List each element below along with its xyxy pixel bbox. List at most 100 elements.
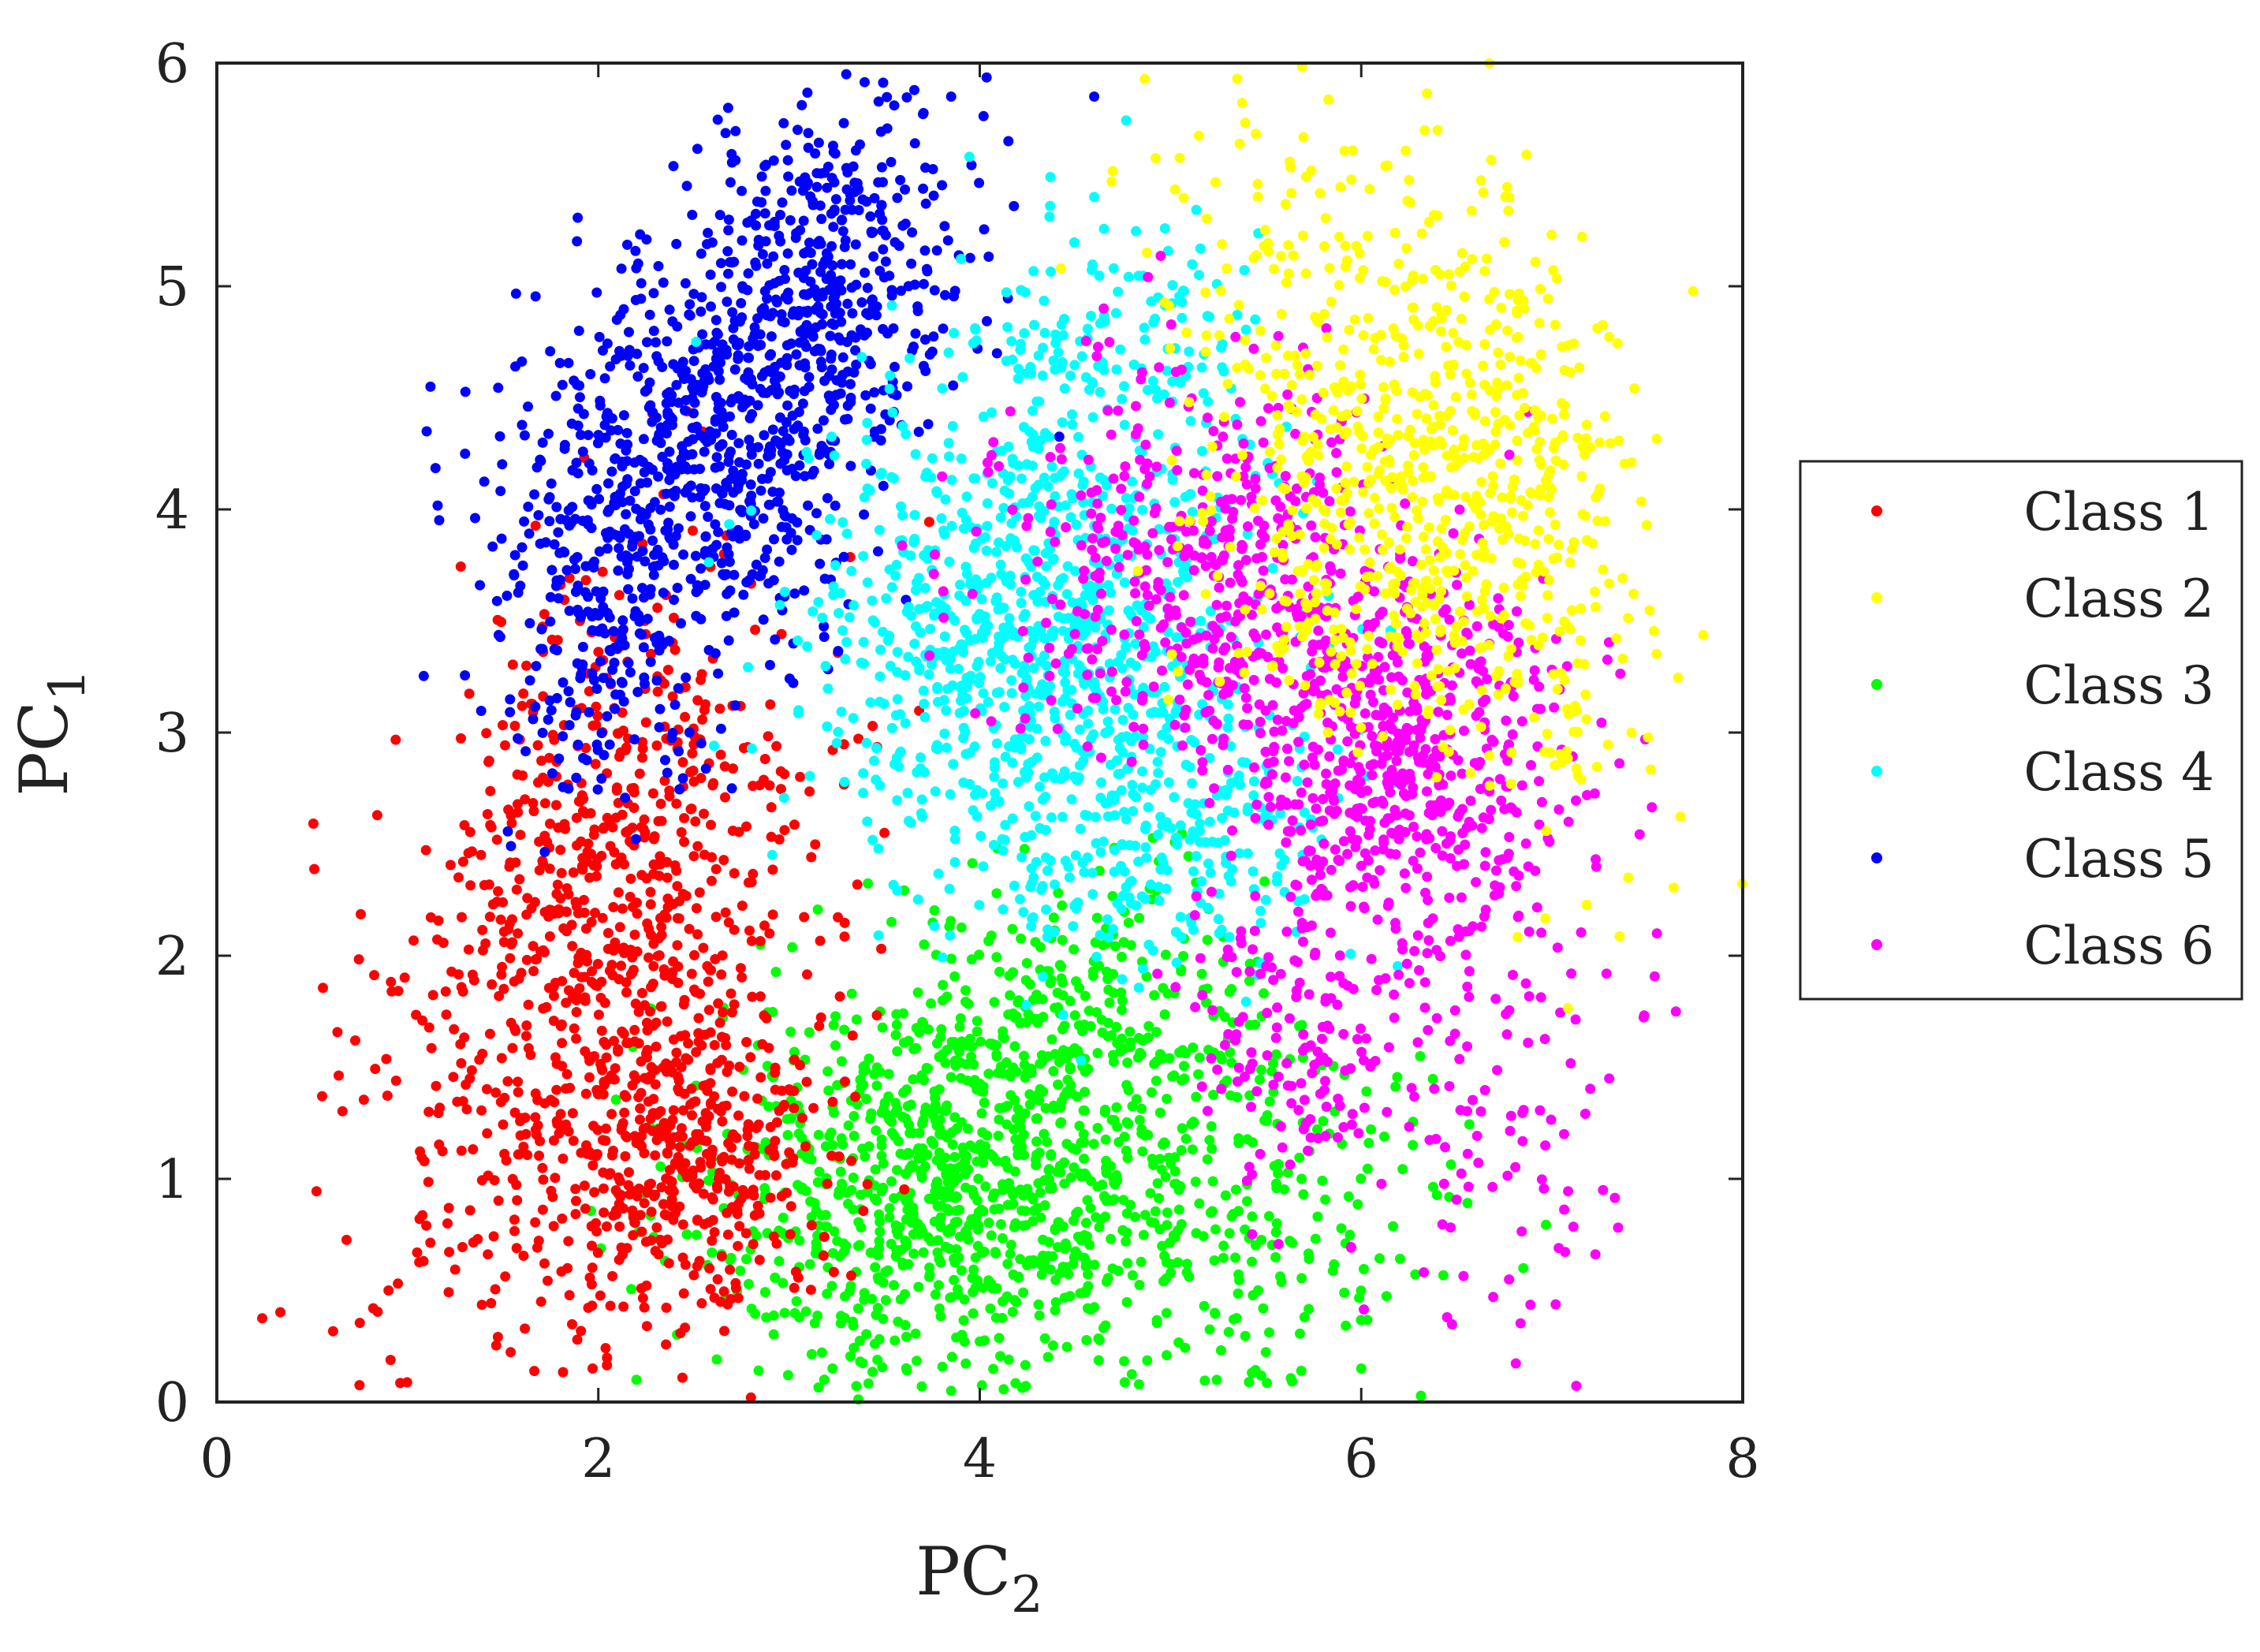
point-class-5 (710, 336, 721, 347)
point-class-1 (417, 1210, 428, 1221)
point-class-1 (457, 856, 468, 867)
point-class-3 (1061, 1053, 1072, 1063)
point-class-3 (1063, 1269, 1074, 1280)
point-class-3 (908, 1203, 919, 1214)
point-class-1 (382, 1091, 393, 1101)
point-class-1 (654, 1124, 665, 1135)
point-class-1 (720, 907, 731, 918)
point-class-1 (386, 986, 397, 997)
point-class-5 (654, 722, 665, 733)
point-class-3 (1215, 1345, 1226, 1356)
point-class-3 (1198, 1231, 1209, 1242)
point-class-4 (859, 492, 870, 503)
point-class-1 (493, 886, 504, 897)
point-class-3 (861, 1329, 872, 1340)
point-class-3 (846, 988, 857, 999)
point-class-4 (1000, 751, 1011, 763)
point-class-5 (723, 225, 734, 236)
point-class-4 (807, 606, 819, 617)
point-class-5 (715, 258, 726, 269)
point-class-3 (991, 952, 1002, 963)
point-class-3 (789, 1046, 800, 1057)
point-class-4 (1121, 115, 1132, 126)
point-class-5 (634, 628, 645, 639)
point-class-4 (1018, 612, 1029, 623)
point-class-4 (1087, 412, 1098, 423)
point-class-5 (690, 550, 701, 561)
point-class-1 (605, 841, 616, 852)
point-class-1 (569, 1023, 580, 1034)
point-class-5 (765, 467, 776, 478)
point-class-5 (845, 259, 856, 270)
point-class-3 (1056, 961, 1067, 972)
point-class-4 (1064, 872, 1075, 883)
point-class-1 (496, 969, 507, 980)
point-class-3 (1179, 1061, 1189, 1072)
point-class-1 (568, 867, 579, 878)
point-class-1 (789, 1282, 800, 1293)
point-class-3 (968, 1078, 979, 1089)
point-class-4 (1174, 291, 1184, 302)
point-class-4 (918, 685, 929, 696)
point-class-5 (837, 214, 848, 226)
point-class-4 (1151, 647, 1162, 658)
point-class-1 (691, 903, 702, 914)
point-class-1 (570, 1209, 581, 1220)
point-class-4 (1147, 375, 1158, 386)
point-class-3 (1151, 1076, 1162, 1087)
point-class-3 (610, 1094, 621, 1105)
point-class-5 (722, 349, 733, 360)
point-class-3 (1311, 1124, 1322, 1135)
point-class-1 (705, 964, 715, 975)
point-class-5 (730, 700, 741, 711)
point-class-4 (822, 683, 834, 694)
point-class-1 (587, 1160, 599, 1171)
point-class-3 (889, 1335, 901, 1346)
point-class-1 (779, 825, 790, 836)
point-class-3 (1021, 1016, 1032, 1027)
point-class-4 (1016, 667, 1027, 678)
point-class-5 (777, 197, 788, 208)
point-class-3 (935, 1311, 946, 1322)
point-class-4 (1066, 684, 1077, 695)
point-class-3 (741, 1254, 751, 1265)
point-class-3 (1111, 1021, 1122, 1032)
point-class-3 (890, 1030, 901, 1040)
point-class-4 (1094, 270, 1105, 282)
point-class-5 (725, 586, 735, 596)
point-class-1 (596, 1025, 607, 1036)
point-class-3 (998, 1157, 1009, 1168)
point-class-5 (640, 386, 651, 397)
point-class-4 (894, 748, 905, 759)
point-class-4 (822, 721, 833, 732)
point-class-4 (949, 833, 960, 845)
point-class-5 (676, 618, 686, 628)
point-class-1 (275, 1307, 285, 1318)
point-class-3 (922, 1149, 933, 1160)
point-class-1 (691, 1046, 702, 1057)
point-class-4 (862, 816, 873, 827)
point-class-3 (1303, 1303, 1315, 1315)
point-class-5 (691, 587, 702, 598)
point-class-1 (513, 1087, 524, 1098)
point-class-5 (819, 621, 830, 632)
point-class-5 (821, 534, 832, 545)
point-class-4 (973, 656, 984, 667)
point-class-5 (625, 495, 636, 506)
point-class-5 (768, 251, 779, 262)
point-class-3 (994, 1203, 1005, 1214)
point-class-5 (565, 697, 576, 707)
point-class-5 (855, 139, 865, 150)
point-class-5 (572, 236, 583, 247)
point-class-3 (926, 998, 936, 1009)
point-class-1 (667, 1114, 678, 1125)
point-class-1 (546, 634, 558, 645)
point-class-3 (1028, 1255, 1039, 1266)
point-class-5 (677, 441, 688, 452)
point-class-4 (1074, 724, 1085, 735)
point-class-4 (1248, 790, 1259, 801)
point-class-1 (556, 867, 567, 878)
point-class-4 (1053, 611, 1064, 622)
point-class-3 (963, 1164, 974, 1175)
point-class-5 (901, 92, 912, 103)
